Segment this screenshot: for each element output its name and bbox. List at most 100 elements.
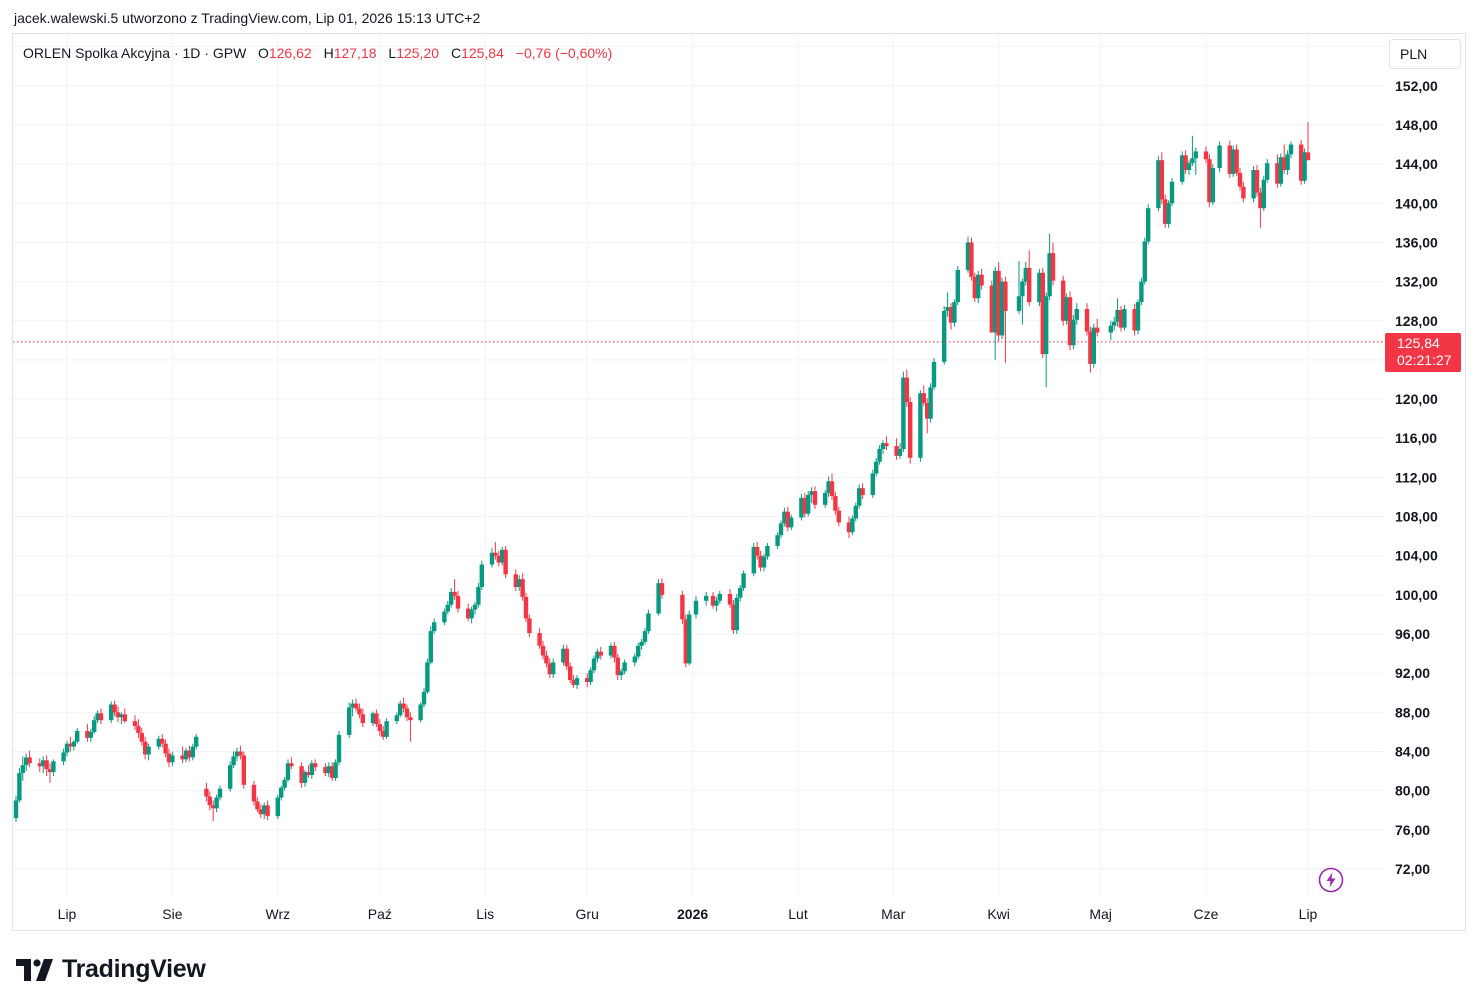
candle-down [731, 599, 736, 635]
candle-down [1040, 267, 1045, 358]
candle-body [61, 752, 66, 762]
candle-body [874, 461, 879, 474]
y-tick-label: 112,00 [1395, 469, 1437, 485]
candle-up [95, 710, 100, 724]
candle-up [1122, 305, 1127, 331]
candle-down [503, 545, 508, 579]
candle-body [901, 377, 906, 450]
candle-down [187, 745, 192, 762]
candle-up [190, 743, 195, 761]
candle-up [1186, 160, 1192, 175]
candle-body [1180, 155, 1185, 182]
lightning-bolt-icon[interactable] [1318, 867, 1344, 893]
candle-down [846, 516, 852, 539]
candle-body [639, 641, 644, 646]
candle-body [571, 680, 576, 685]
candle-down [85, 724, 90, 742]
candle-body [591, 658, 597, 671]
legend-symbol[interactable]: ORLEN Spolka Akcyjna · 1D · GPW [23, 45, 247, 61]
candle-body [731, 604, 736, 631]
candle-body [1084, 309, 1090, 332]
candle-body [948, 307, 954, 323]
candle-body [782, 511, 787, 524]
candle-down [755, 542, 760, 560]
candle-up [469, 606, 474, 624]
candle-body [738, 588, 743, 598]
candle-body [489, 552, 495, 565]
candle-body [1118, 309, 1124, 328]
candle-body [1261, 179, 1266, 209]
candle-body [37, 763, 42, 767]
candle-body [139, 732, 144, 742]
candle-body [136, 726, 141, 733]
candle-body [309, 763, 314, 776]
candle-up [1217, 141, 1222, 172]
candle-down [180, 746, 185, 764]
candle-up [92, 716, 97, 734]
candle-body [704, 595, 709, 601]
candle-body [945, 307, 950, 311]
candle-body [547, 663, 552, 675]
candle-down [925, 398, 930, 434]
candle-up [1091, 323, 1096, 368]
candle-up [183, 747, 189, 763]
candle-up [622, 659, 627, 675]
candle-up [428, 626, 433, 665]
last-price-tag: 125,84 02:21:27 [1385, 333, 1461, 372]
candle-body [755, 546, 760, 556]
candle-body [289, 763, 294, 767]
candle-up [1193, 147, 1198, 175]
candle-up [928, 383, 933, 423]
y-tick-label: 96,00 [1395, 626, 1430, 642]
candle-body [955, 269, 960, 303]
candle-down [1234, 144, 1239, 176]
candle-body [282, 779, 287, 788]
candle-body [880, 443, 886, 450]
candle-body [452, 591, 457, 596]
tradingview-logo[interactable]: TradingView [16, 955, 206, 984]
candle-body [806, 495, 811, 514]
candle-body [829, 481, 835, 497]
candle-body [904, 377, 909, 403]
candle-up [574, 675, 580, 689]
candle-up [109, 701, 114, 724]
y-tick-label: 132,00 [1395, 274, 1438, 290]
candle-up [595, 648, 600, 663]
candle-up [61, 748, 66, 766]
candle-up [1231, 145, 1236, 177]
candle-up [234, 747, 240, 762]
candle-body [479, 564, 484, 588]
candle-body [207, 796, 212, 806]
candle-body [1159, 160, 1164, 200]
candle-up [1115, 298, 1120, 327]
candle-down [381, 726, 386, 740]
symbol-legend: ORLEN Spolka Akcyjna · 1D · GPW O126,62 … [23, 45, 612, 61]
x-tick-label: Lut [788, 906, 808, 922]
candle-down [299, 762, 304, 788]
candle-down [323, 763, 328, 776]
candle-down [1132, 304, 1137, 336]
candle-body [1183, 155, 1188, 170]
candle-body [1302, 152, 1307, 181]
candle-up [64, 740, 70, 757]
candle-down [238, 745, 243, 760]
candle-down [496, 550, 501, 567]
candle-up [1139, 277, 1144, 306]
candle-down [612, 641, 617, 663]
candle-down [564, 644, 569, 671]
candle-body [1067, 297, 1073, 346]
candle-body [496, 555, 501, 563]
candle-down [207, 791, 212, 811]
candle-down [1027, 250, 1032, 307]
candle-up [591, 655, 597, 674]
candle-body [262, 805, 267, 815]
candle-body [687, 614, 692, 664]
legend-high-label: H [323, 45, 334, 61]
currency-button[interactable]: PLN [1389, 39, 1461, 69]
candle-body [1016, 296, 1022, 311]
candle-down [1282, 144, 1287, 174]
candle-body [1027, 267, 1032, 303]
candle-up [1037, 268, 1042, 307]
candle-up [809, 487, 814, 503]
